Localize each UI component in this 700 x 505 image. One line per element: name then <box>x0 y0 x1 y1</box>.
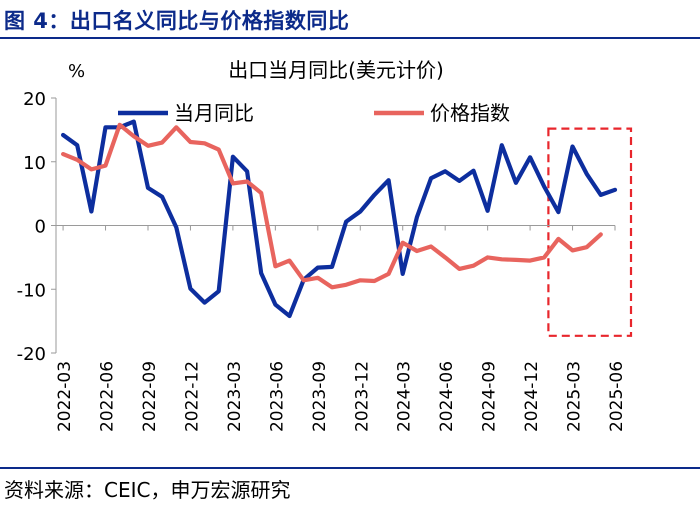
x-tick-label: 2022-12 <box>182 361 202 432</box>
y-tick-label: -20 <box>17 344 46 365</box>
x-tick-label: 2025-03 <box>565 361 585 432</box>
x-tick-label: 2024-03 <box>395 361 415 432</box>
source-rule <box>0 467 700 469</box>
line-chart: 出口当月同比(美元计价) % 20 10 0 -10 -20 2022-03 2022-06… <box>17 58 633 432</box>
y-axis-unit-label: % <box>68 61 85 82</box>
x-tick-label: 2024-12 <box>522 361 542 432</box>
y-tick-label: 0 <box>35 217 46 238</box>
x-tick-label: 2025-06 <box>607 361 627 432</box>
series-line-2 <box>60 122 603 290</box>
legend-label-1: 当月同比 <box>174 101 254 125</box>
source-note: 资料来源：CEIC，申万宏源研究 <box>4 478 291 502</box>
x-tick-label: 2023-12 <box>352 361 372 432</box>
legend-label-2: 价格指数 <box>430 101 510 125</box>
y-tick-label: -10 <box>17 280 46 301</box>
chart-title: 出口当月同比(美元计价) <box>228 58 444 82</box>
y-tick-label: 10 <box>23 153 46 174</box>
x-tick-label: 2023-06 <box>267 361 287 432</box>
highlight-box <box>547 127 633 337</box>
title-rule <box>0 37 700 39</box>
figure-title: 图 4：出口名义同比与价格指数同比 <box>4 9 350 33</box>
y-tick-label: 20 <box>23 89 46 110</box>
x-tick-label: 2023-09 <box>310 361 330 432</box>
x-tick-label: 2024-06 <box>437 361 457 432</box>
x-tick-label: 2024-09 <box>480 361 500 432</box>
series-line-1 <box>60 119 618 319</box>
x-tick-label: 2022-03 <box>55 361 75 432</box>
x-tick-label: 2023-03 <box>225 361 245 432</box>
x-tick-label: 2022-06 <box>98 361 118 432</box>
x-tick-label: 2022-09 <box>140 361 160 432</box>
